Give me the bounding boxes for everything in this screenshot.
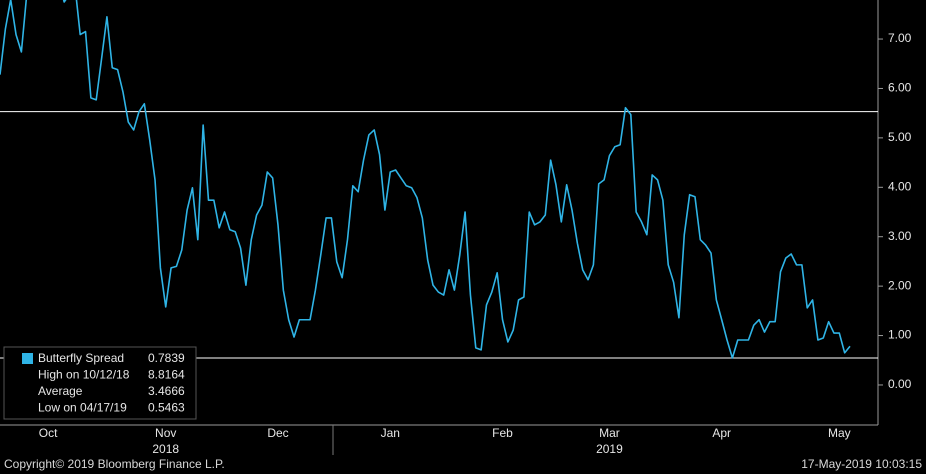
legend-label: High on 10/12/18 (38, 368, 130, 382)
legend-value: 3.4666 (148, 384, 185, 398)
plot (0, 0, 851, 359)
y-tick-label: 7.00 (888, 31, 912, 45)
legend-swatch (22, 353, 33, 364)
y-tick-label: 1.00 (888, 328, 912, 342)
y-tick-label: 3.00 (888, 229, 912, 243)
series-line (0, 0, 851, 359)
legend-value: 8.8164 (148, 368, 185, 382)
legend-label: Average (38, 384, 83, 398)
legend-box (3, 346, 197, 420)
x-tick-label: Jan (381, 426, 400, 440)
y-tick-label: 0.00 (888, 377, 912, 391)
x-tick-label: Mar (599, 426, 620, 440)
year-label: 2019 (596, 442, 623, 456)
legend-value: 0.5463 (148, 401, 185, 415)
y-tick-label: 4.00 (888, 179, 912, 193)
x-tick-label: Nov (155, 426, 176, 440)
legend: Butterfly Spread 0.7839 High on 10/12/18 8.… (3, 346, 197, 420)
x-tick-label: Feb (492, 426, 513, 440)
y-tick-label: 2.00 (888, 278, 912, 292)
y-tick-label: 5.00 (888, 130, 912, 144)
legend-value: 0.7839 (148, 351, 185, 365)
year-label: 2018 (152, 442, 179, 456)
timestamp: 17-May-2019 10:03:15 (801, 457, 922, 471)
legend-label: Low on 04/17/19 (38, 401, 127, 415)
x-tick-label: Apr (712, 426, 731, 440)
y-tick-label: 6.00 (888, 81, 912, 95)
copyright: Copyright© 2019 Bloomberg Finance L.P. (4, 457, 225, 471)
x-tick-label: May (828, 426, 851, 440)
legend-series-name: Butterfly Spread (38, 351, 124, 365)
x-tick-label: Dec (267, 426, 288, 440)
x-tick-label: Oct (39, 426, 58, 440)
